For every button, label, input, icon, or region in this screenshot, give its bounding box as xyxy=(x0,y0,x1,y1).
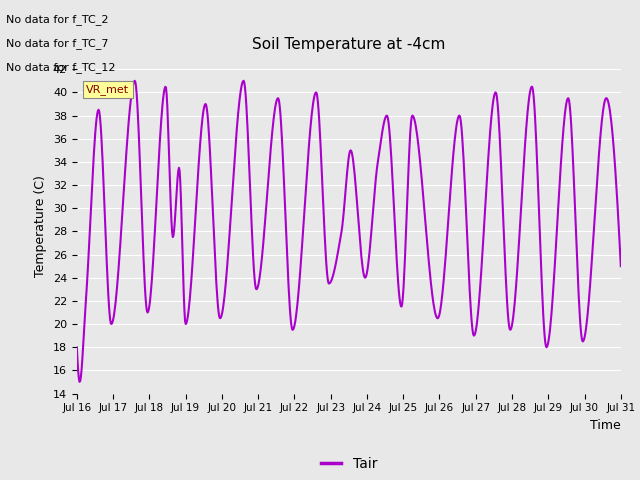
Text: No data for f_TC_12: No data for f_TC_12 xyxy=(6,62,116,73)
Text: No data for f_TC_2: No data for f_TC_2 xyxy=(6,14,109,25)
Text: VR_met: VR_met xyxy=(86,84,129,95)
Text: No data for f_TC_7: No data for f_TC_7 xyxy=(6,38,109,49)
Y-axis label: Temperature (C): Temperature (C) xyxy=(35,175,47,276)
Title: Soil Temperature at -4cm: Soil Temperature at -4cm xyxy=(252,37,445,52)
X-axis label: Time: Time xyxy=(590,419,621,432)
Legend: Tair: Tair xyxy=(315,451,383,476)
